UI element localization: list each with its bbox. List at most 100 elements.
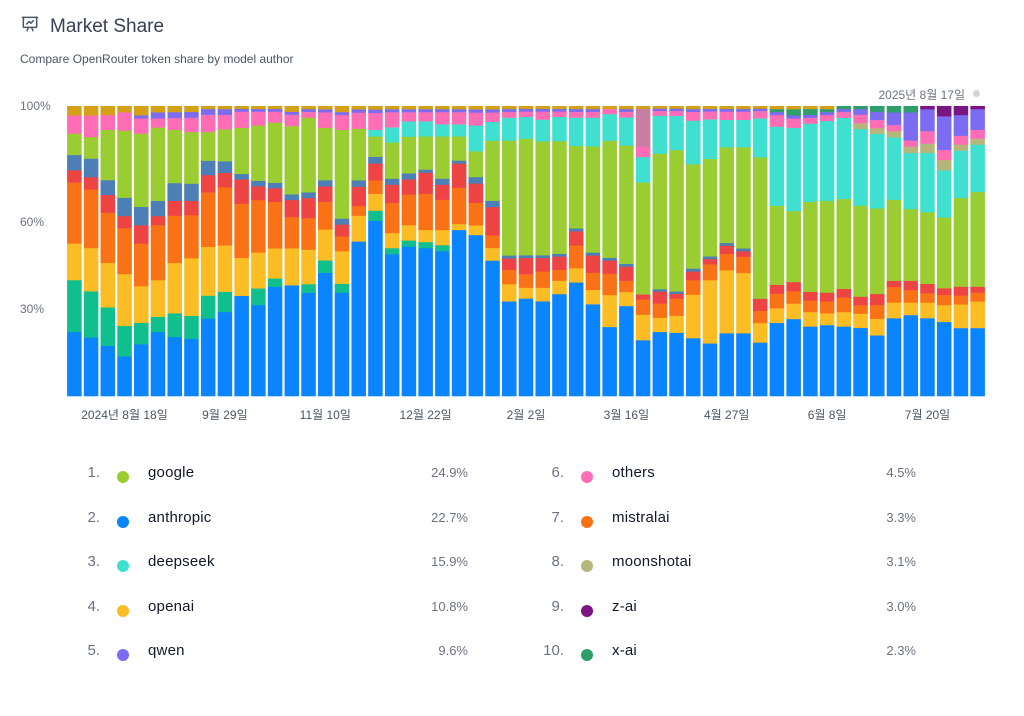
bar-segment-others[interactable]: [702, 111, 718, 120]
bar-segment-openai[interactable]: [819, 313, 835, 326]
bar-segment-deepseek[interactable]: [485, 121, 500, 141]
bar-segment-slate[interactable]: [184, 183, 199, 202]
bar-segment-anthropic[interactable]: [669, 332, 684, 397]
bar-segment-google[interactable]: [786, 210, 801, 283]
bar-segment-others-red[interactable]: [568, 231, 584, 246]
bar-segment-openai[interactable]: [920, 302, 935, 319]
bar-segment-gold[interactable]: [468, 106, 484, 110]
bar-segment-slate[interactable]: [267, 182, 283, 189]
bar-segment-openai[interactable]: [535, 287, 550, 302]
bar-segment-gold[interactable]: [184, 106, 199, 113]
bar-segment-deepseek[interactable]: [752, 118, 768, 158]
bar-segment-gold[interactable]: [150, 106, 166, 113]
bar-segment-anthropic[interactable]: [535, 301, 550, 397]
bar-segment-google[interactable]: [384, 142, 400, 179]
bar-segment-mistralai[interactable]: [635, 299, 651, 315]
bar-segment-mistralai[interactable]: [652, 303, 668, 318]
bar-segment-deepseek[interactable]: [853, 128, 868, 206]
bar-segment-mistralai[interactable]: [602, 273, 617, 296]
bar-segment-google[interactable]: [217, 129, 233, 162]
bar-segment-others[interactable]: [736, 111, 751, 120]
bar-segment-others-red[interactable]: [736, 251, 751, 257]
bar-segment-gold[interactable]: [83, 106, 99, 116]
bar-segment-others[interactable]: [67, 115, 82, 134]
bar-segment-others[interactable]: [769, 114, 785, 127]
bar-segment-x-ai[interactable]: [200, 295, 216, 319]
bar-segment-slate[interactable]: [568, 228, 584, 232]
bar-segment-google[interactable]: [418, 136, 433, 170]
bar-segment-x-ai[interactable]: [150, 316, 166, 333]
bar-segment-mistralai[interactable]: [384, 202, 400, 234]
bar-segment-gold[interactable]: [267, 106, 283, 110]
bar-segment-gold[interactable]: [368, 106, 383, 110]
bar-segment-gold[interactable]: [318, 106, 333, 110]
bar-segment-deepseek[interactable]: [401, 121, 417, 137]
bar-segment-deepseek[interactable]: [719, 119, 734, 148]
bar-segment-qwen[interactable]: [184, 111, 199, 118]
bar-segment-mistralai[interactable]: [83, 189, 99, 249]
bar-segment-others-red[interactable]: [635, 294, 651, 300]
bar-segment-others-red[interactable]: [418, 172, 433, 194]
bar-segment-anthropic[interactable]: [83, 337, 99, 397]
bar-segment-mistralai[interactable]: [803, 300, 818, 313]
bar-segment-google[interactable]: [435, 136, 450, 179]
bar-segment-others-red[interactable]: [435, 184, 450, 200]
bar-segment-slate[interactable]: [602, 257, 617, 261]
bar-segment-gold[interactable]: [752, 106, 768, 109]
bar-segment-deepseek[interactable]: [468, 125, 484, 152]
bar-segment-qwen[interactable]: [585, 108, 601, 113]
bar-segment-slate[interactable]: [585, 252, 601, 256]
bar-segment-others-red[interactable]: [886, 280, 902, 288]
bar-segment-slate[interactable]: [401, 173, 417, 180]
bar-segment-gold[interactable]: [819, 106, 835, 110]
bar-segment-slate[interactable]: [284, 194, 300, 201]
bar-segment-google[interactable]: [67, 133, 82, 156]
bar-segment-x-ai[interactable]: [384, 247, 400, 255]
bar-segment-google[interactable]: [602, 140, 617, 258]
bar-segment-others-red[interactable]: [167, 200, 182, 216]
bar-segment-google[interactable]: [903, 208, 918, 281]
bar-segment-qwen[interactable]: [702, 108, 718, 112]
bar-segment-others[interactable]: [502, 111, 517, 118]
bar-segment-openai[interactable]: [401, 225, 417, 241]
bar-segment-openai[interactable]: [83, 247, 99, 292]
date-dot-icon[interactable]: [973, 90, 980, 97]
bar-segment-google[interactable]: [301, 117, 316, 193]
bar-segment-deepseek[interactable]: [903, 152, 918, 210]
bar-segment-openai[interactable]: [435, 229, 450, 246]
bar-segment-qwen[interactable]: [736, 108, 751, 112]
bar-segment-others-red[interactable]: [552, 256, 567, 271]
bar-segment-openai[interactable]: [886, 302, 902, 319]
bar-segment-google[interactable]: [451, 136, 467, 161]
bar-segment-others[interactable]: [819, 114, 835, 122]
bar-segment-deepseek[interactable]: [886, 137, 902, 200]
bar-segment-gold[interactable]: [652, 106, 668, 109]
bar-segment-x-ai[interactable]: [334, 283, 350, 293]
bar-segment-mistralai[interactable]: [67, 182, 82, 244]
bar-segment-mistralai[interactable]: [936, 294, 952, 306]
bar-segment-others[interactable]: [953, 135, 969, 145]
bar-segment-x-ai[interactable]: [435, 244, 450, 252]
bar-segment-others-red[interactable]: [903, 280, 918, 291]
bar-segment-gold[interactable]: [167, 106, 182, 113]
bar-segment-mistralai[interactable]: [251, 199, 266, 253]
bar-segment-x-ai[interactable]: [167, 313, 182, 338]
bar-segment-anthropic[interactable]: [870, 335, 885, 397]
bar-segment-google[interactable]: [134, 133, 149, 208]
bar-segment-qwen[interactable]: [200, 108, 216, 115]
bar-segment-qwen[interactable]: [886, 112, 902, 126]
bar-segment-mistralai[interactable]: [334, 236, 350, 252]
bar-segment-x-ai[interactable]: [251, 288, 266, 306]
bar-segment-anthropic[interactable]: [736, 333, 751, 397]
bar-segment-mistralai[interactable]: [401, 194, 417, 226]
bar-segment-qwen[interactable]: [819, 111, 835, 116]
bar-segment-anthropic[interactable]: [167, 336, 182, 397]
bar-segment-others-red[interactable]: [451, 163, 467, 188]
bar-segment-mistralai[interactable]: [970, 292, 985, 302]
bar-segment-others-red[interactable]: [100, 194, 116, 213]
bar-segment-anthropic[interactable]: [752, 342, 768, 397]
bar-segment-anthropic[interactable]: [786, 318, 801, 397]
bar-segment-google[interactable]: [518, 138, 534, 256]
bar-segment-anthropic[interactable]: [853, 327, 868, 397]
bar-segment-google[interactable]: [669, 149, 684, 292]
